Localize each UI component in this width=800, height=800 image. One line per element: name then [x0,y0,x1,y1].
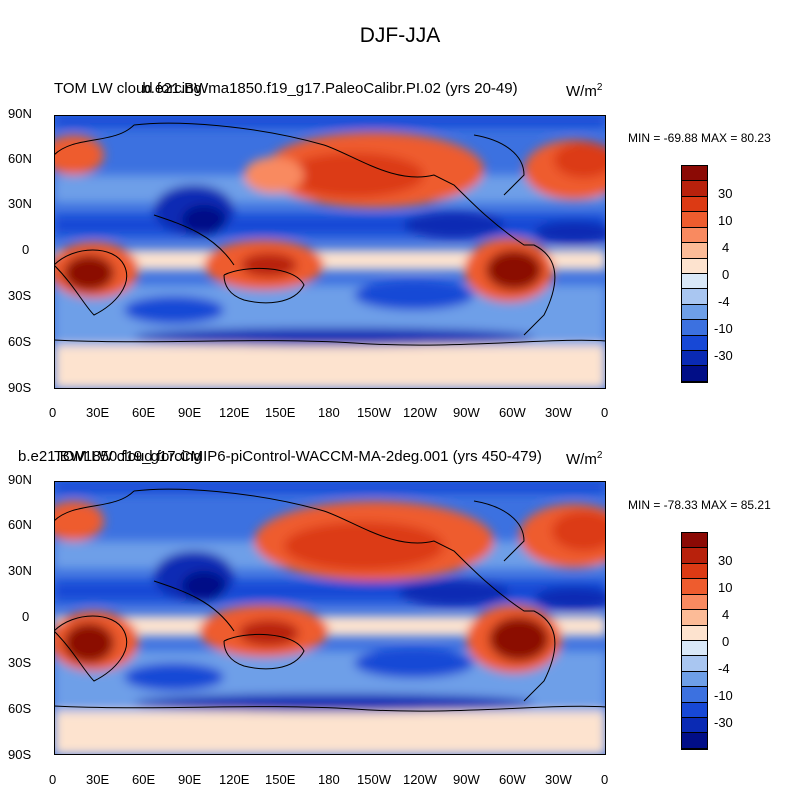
lon-label: 150W [357,772,391,787]
lon-label: 30W [545,772,572,787]
minmax-label: MIN = -78.33 MAX = 85.21 [628,498,771,512]
colorbar-swatch [682,548,707,564]
colorbar-swatch [682,166,707,182]
colorbar-label: 30 [718,553,733,568]
lon-label: 150W [357,405,391,420]
colorbar-swatch [682,196,707,213]
panel-center-title: b.e21.BWma1850.f19_g17.PaleoCalibr.PI.02… [142,80,518,97]
lon-label: 30E [86,772,110,787]
lat-label: 60N [8,151,32,166]
minmax-label: MIN = -69.88 MAX = 80.23 [628,131,771,145]
colorbar-swatch [682,671,707,688]
lon-label: 120E [219,772,250,787]
lon-label: 60W [499,772,526,787]
lat-label: 0 [22,242,30,257]
colorbar-swatch [682,212,707,228]
coastlines [54,122,606,346]
colorbar-swatch [682,304,707,321]
colorbar-label: -4 [718,661,730,676]
panel-left-title: TOM LW cloud forcing [54,448,202,465]
colorbar-label: 4 [722,607,730,622]
colorbar-swatch [682,656,707,672]
lat-label: 0 [22,609,30,624]
lon-label: 0 [49,772,57,787]
colorbar [681,165,708,383]
lon-label: 90E [178,772,202,787]
lon-label: 30E [86,405,110,420]
lon-label: 30W [545,405,572,420]
colorbar-swatch [682,243,707,259]
colorbar-label: -30 [714,348,733,363]
colorbar-swatch [682,563,707,580]
colorbar-swatch [682,718,707,734]
colorbar-swatch [682,594,707,611]
panel-center-title: b.e21.BW1850.f19_g17.CMIP6-piControl-WAC… [18,448,542,465]
colorbar-label: 0 [722,634,730,649]
lon-label: 60W [499,405,526,420]
colorbar-label: 30 [718,186,733,201]
lon-label: 0 [601,772,609,787]
lon-label: 90E [178,405,202,420]
map-bottom [54,481,606,755]
lon-label: 150E [265,772,296,787]
colorbar-label: -10 [714,688,733,703]
figure-title: DJF-JJA [359,24,441,47]
lon-label: 60E [132,772,156,787]
lat-label: 30N [8,196,32,211]
colorbar-swatch [682,579,707,595]
map-top-svg [54,115,606,389]
panel-left-title: TOM LW cloud forcing [54,80,202,97]
colorbar-swatch [682,258,707,274]
colorbar-label: 10 [718,580,733,595]
colorbar-swatch [682,733,707,749]
lon-label: 0 [49,405,57,420]
coastlines [54,488,606,712]
colorbar [681,532,708,750]
lon-label: 120W [403,772,437,787]
lat-label: 60S [8,701,32,716]
lon-label: 120E [219,405,250,420]
colorbar-swatch [682,625,707,641]
lon-label: 150E [265,405,296,420]
lat-label: 60N [8,517,32,532]
units-label: W/m2 [566,82,603,100]
colorbar-label: -4 [718,294,730,309]
lon-label: 180 [318,772,340,787]
colorbar-swatch [682,640,707,657]
colorbar-swatch [682,335,707,352]
lon-label: 120W [403,405,437,420]
lat-label: 90S [8,747,32,762]
colorbar-swatch [682,351,707,367]
colorbar-swatch [682,366,707,382]
colorbar-label: 10 [718,213,733,228]
colorbar-label: -30 [714,715,733,730]
colorbar-label: 4 [722,240,730,255]
colorbar-swatch [682,702,707,719]
lon-label: 90W [453,405,480,420]
colorbar-swatch [682,273,707,290]
lat-label: 90N [8,472,32,487]
colorbar-label: -10 [714,321,733,336]
colorbar-swatch [682,181,707,197]
lat-label: 60S [8,334,32,349]
lon-label: 90W [453,772,480,787]
colorbar-swatch [682,227,707,244]
lon-label: 0 [601,405,609,420]
lon-label: 180 [318,405,340,420]
colorbar-label: 0 [722,267,730,282]
lat-label: 90N [8,106,32,121]
map-top [54,115,606,389]
lat-label: 30S [8,288,32,303]
map-bottom-svg [54,481,606,755]
units-label: W/m2 [566,450,603,468]
colorbar-swatch [682,320,707,336]
colorbar-swatch [682,289,707,305]
colorbar-swatch [682,610,707,626]
lat-label: 30S [8,655,32,670]
lat-label: 90S [8,380,32,395]
lon-label: 60E [132,405,156,420]
colorbar-swatch [682,533,707,549]
lat-label: 30N [8,563,32,578]
colorbar-swatch [682,687,707,703]
